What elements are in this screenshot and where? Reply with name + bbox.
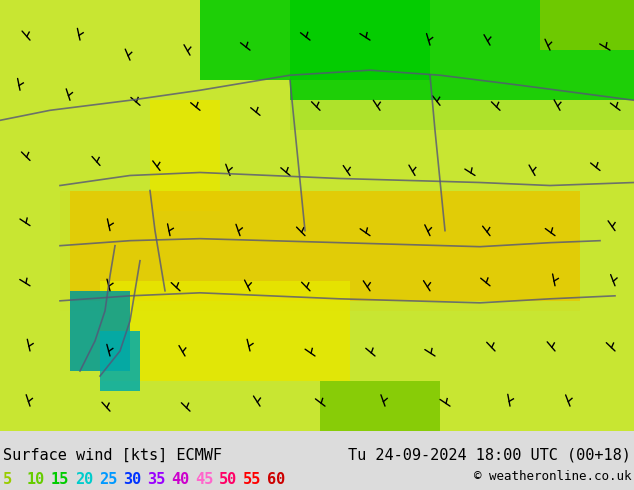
Text: 15: 15 [51, 472, 69, 487]
Bar [70, 291, 130, 371]
Text: Surface wind [kts] ECMWF: Surface wind [kts] ECMWF [3, 447, 222, 463]
Text: © weatheronline.co.uk: © weatheronline.co.uk [474, 470, 631, 483]
Bar [290, 0, 634, 130]
Text: 40: 40 [171, 472, 190, 487]
Bar [60, 191, 580, 311]
Text: 45: 45 [195, 472, 213, 487]
Text: 55: 55 [243, 472, 261, 487]
Text: 35: 35 [147, 472, 165, 487]
Bar [100, 331, 140, 391]
Bar [320, 381, 440, 431]
Text: 50: 50 [219, 472, 237, 487]
Bar [220, 100, 634, 211]
Bar [200, 0, 430, 80]
Text: 5: 5 [3, 472, 12, 487]
Bar [0, 0, 200, 130]
Bar [150, 100, 230, 211]
Bar [0, 301, 634, 431]
Text: Tu 24-09-2024 18:00 UTC (00+18): Tu 24-09-2024 18:00 UTC (00+18) [348, 447, 631, 463]
Bar [0, 191, 70, 311]
Bar [540, 0, 634, 50]
Text: 10: 10 [27, 472, 45, 487]
Bar [100, 281, 350, 381]
Text: 25: 25 [99, 472, 117, 487]
Text: 20: 20 [75, 472, 93, 487]
Text: 60: 60 [267, 472, 285, 487]
Bar [0, 100, 170, 200]
Text: 30: 30 [123, 472, 141, 487]
